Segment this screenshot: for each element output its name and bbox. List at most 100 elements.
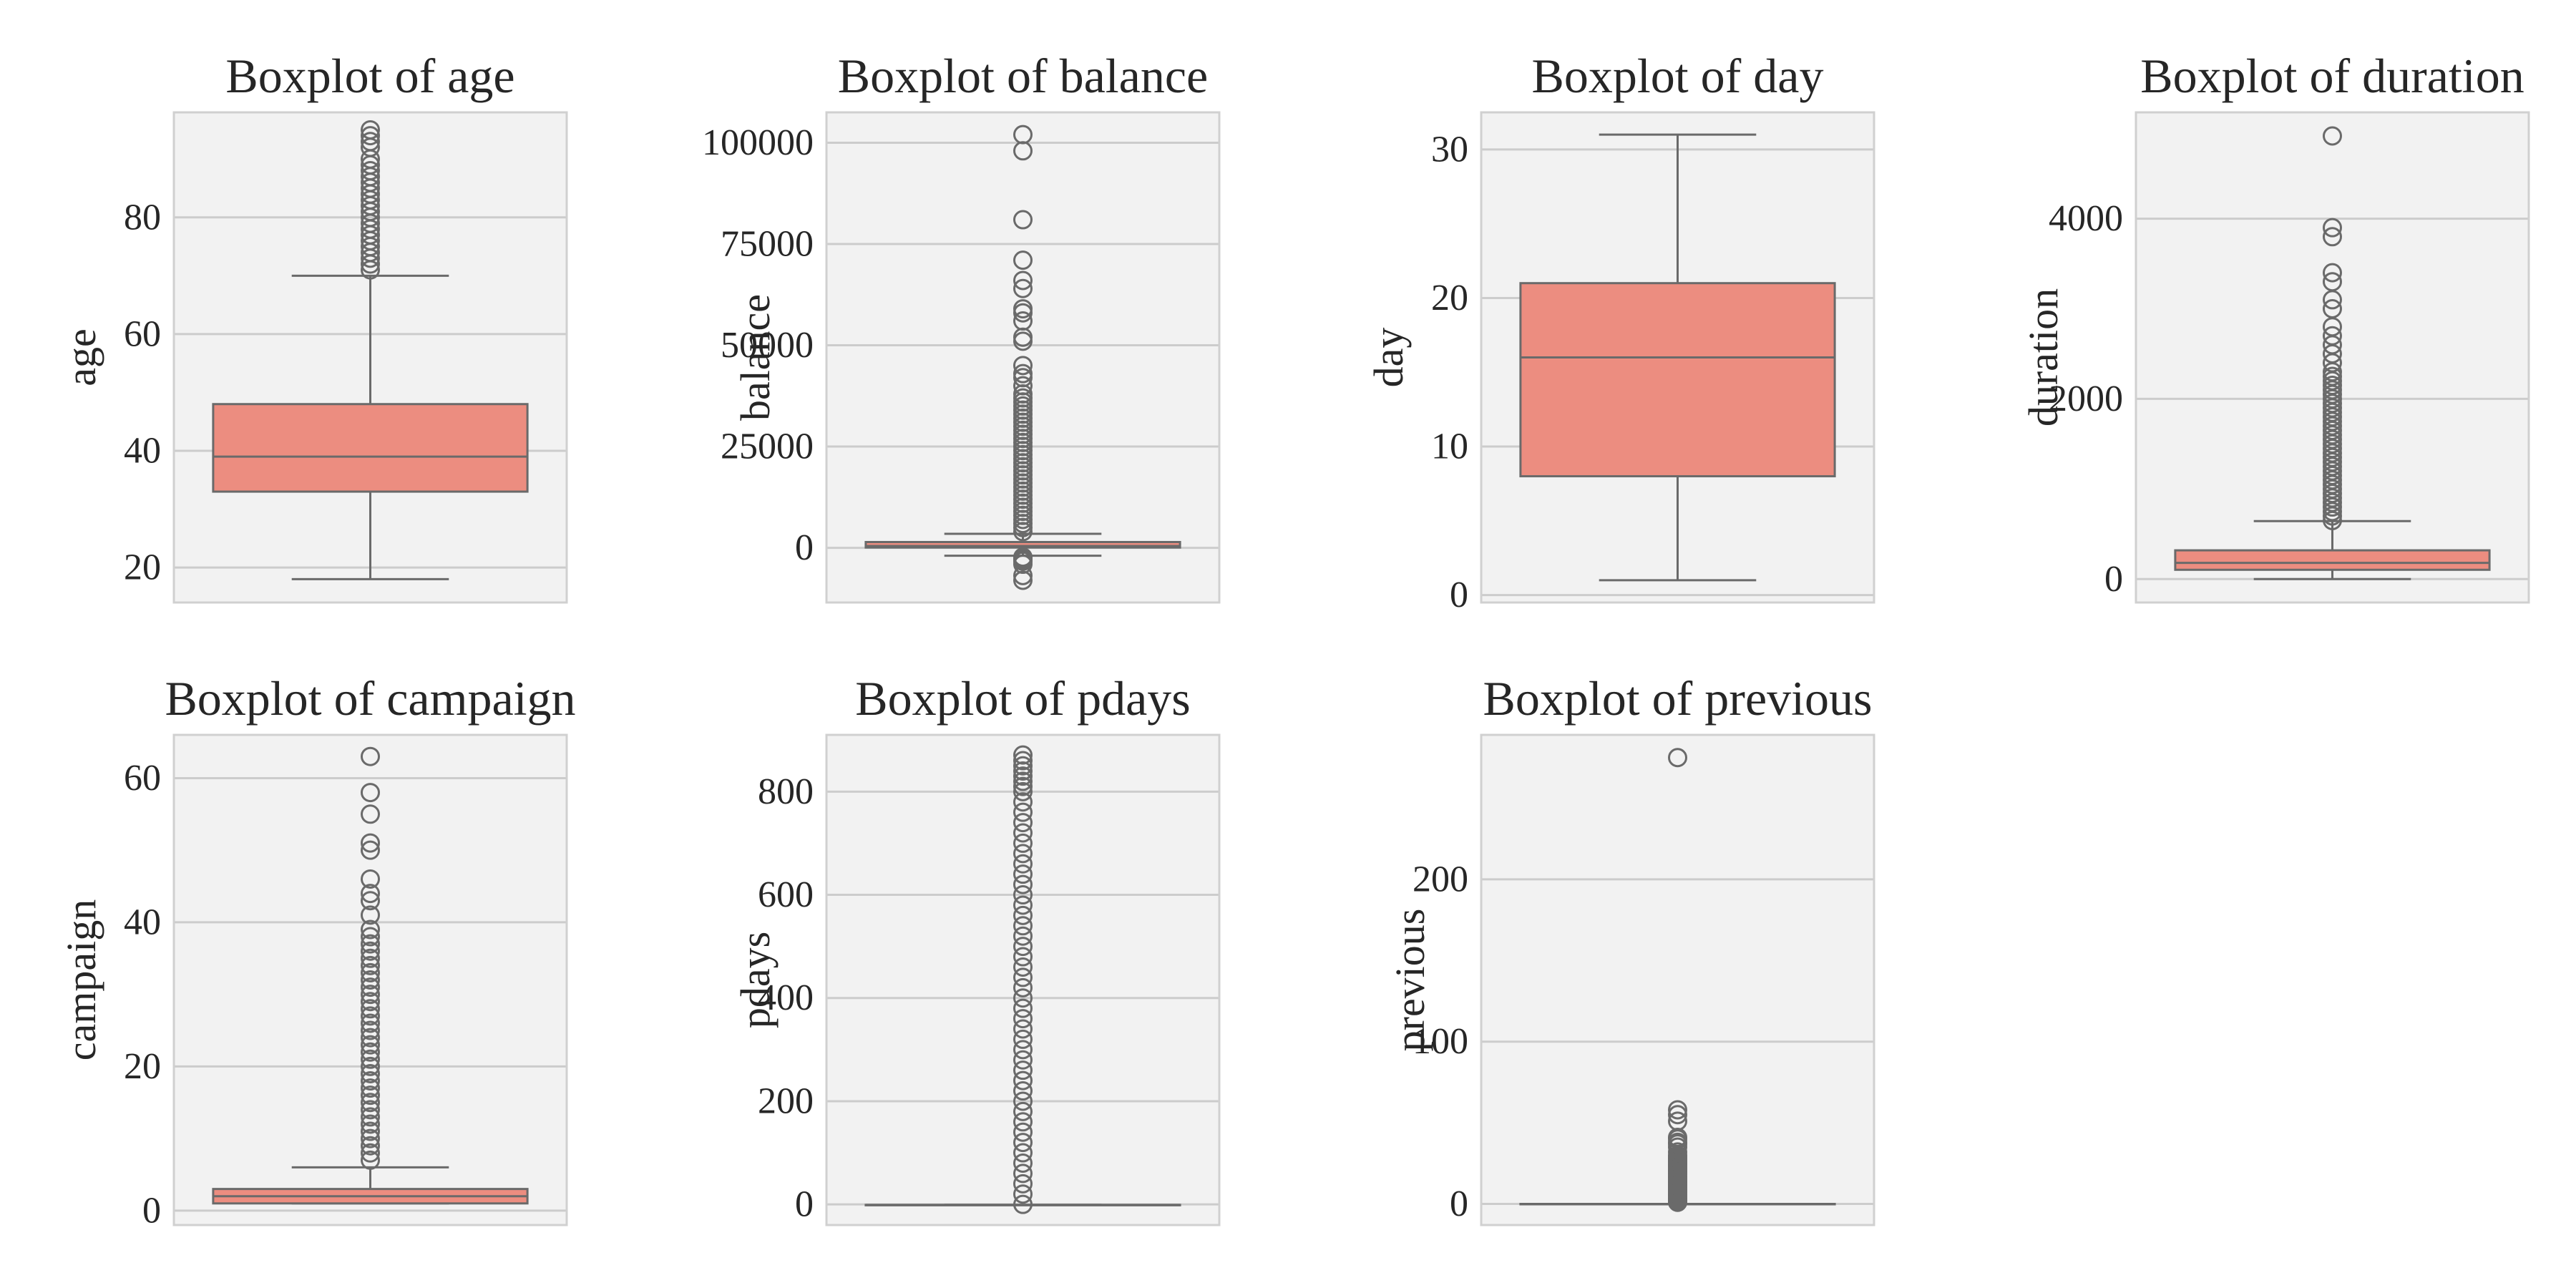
outlier-point — [1013, 1163, 1033, 1184]
outlier-point — [1013, 1081, 1033, 1101]
outlier-point — [1013, 885, 1033, 905]
outlier-point — [2323, 272, 2342, 292]
outlier-point — [361, 977, 380, 997]
outlier-point — [2323, 376, 2342, 396]
outlier-point — [361, 992, 380, 1012]
outlier-point — [361, 804, 380, 824]
y-tick-label: 0 — [795, 1184, 814, 1225]
outlier-point — [1013, 937, 1033, 957]
outlier-point — [361, 891, 380, 911]
outlier-point — [361, 1006, 380, 1026]
iqr-box — [2174, 549, 2491, 571]
outlier-point — [361, 783, 380, 803]
y-tick-label: 20 — [1431, 278, 1468, 318]
outlier-point — [361, 840, 380, 860]
panel-pdays: 0 200 400 600 800 Boxplot of pdays pdays — [732, 671, 1221, 1226]
plot-frame — [825, 733, 1221, 1226]
y-tick-label: 60 — [124, 758, 161, 799]
outlier-point — [361, 1056, 380, 1076]
y-axis-label: balance — [732, 294, 779, 421]
outlier-point — [1013, 1060, 1033, 1080]
outlier-point — [1013, 745, 1033, 765]
outlier-point — [1013, 376, 1033, 396]
outlier-point — [1013, 771, 1033, 791]
y-tick-label: 20 — [124, 547, 161, 588]
outlier-point — [1013, 299, 1033, 319]
plot-frame — [1480, 733, 1875, 1226]
y-tick-label: 0 — [1450, 1184, 1468, 1224]
outlier-point — [1013, 864, 1033, 884]
outlier-point — [361, 1085, 380, 1106]
plot-frame — [172, 111, 568, 604]
outlier-point — [361, 1121, 380, 1141]
outlier-point — [1013, 1040, 1033, 1060]
y-tick-label: 80 — [124, 197, 161, 238]
outlier-point — [1013, 1070, 1033, 1091]
y-axis-label: age — [58, 328, 104, 386]
outlier-point — [361, 999, 380, 1019]
y-tick-label: 40 — [124, 902, 161, 942]
y-tick-label: 0 — [795, 527, 814, 568]
outlier-point — [361, 132, 380, 152]
outlier-point — [1013, 1029, 1033, 1049]
outlier-point — [361, 1035, 380, 1055]
outlier-point — [1013, 364, 1033, 384]
outlier-point — [1013, 1009, 1033, 1029]
y-tick-label: 600 — [758, 874, 814, 915]
outlier-point — [1013, 998, 1033, 1018]
plot-frame — [825, 111, 1221, 604]
panel-title: Boxplot of age — [225, 49, 514, 103]
y-tick-label: 200 — [1413, 859, 1468, 899]
outlier-point — [361, 161, 380, 181]
outlier-point — [2323, 326, 2342, 346]
panel-title: Boxplot of day — [1532, 49, 1824, 103]
outlier-point — [361, 905, 380, 925]
y-tick-label: 100 — [1413, 1021, 1468, 1062]
outlier-point — [2323, 263, 2342, 283]
outlier-point — [1013, 756, 1033, 776]
outlier-point — [361, 833, 380, 853]
outlier-point — [361, 1128, 380, 1148]
y-tick-label: 25000 — [721, 426, 814, 467]
y-axis-label: previous — [1387, 909, 1433, 1052]
outlier-point — [1013, 125, 1033, 145]
panel-title: Boxplot of previous — [1483, 671, 1873, 726]
outlier-point — [1013, 547, 1033, 567]
outlier-point — [1013, 1112, 1033, 1132]
outlier-point — [361, 934, 380, 954]
outlier-point — [361, 1107, 380, 1127]
y-tick-label: 60 — [124, 313, 161, 354]
outlier-point — [361, 1150, 380, 1170]
outlier-point — [1013, 1019, 1033, 1039]
y-tick-label: 0 — [1450, 575, 1468, 615]
outlier-point — [1013, 1122, 1033, 1142]
y-axis-label: duration — [2020, 288, 2067, 426]
outlier-point — [1013, 570, 1033, 590]
y-tick-label: 20 — [124, 1046, 161, 1087]
y-tick-label: 30 — [1431, 129, 1468, 170]
y-axis-label: pdays — [732, 932, 779, 1028]
outlier-point — [361, 1013, 380, 1033]
outlier-point — [1013, 1101, 1033, 1121]
y-tick-label: 40 — [124, 430, 161, 471]
outlier-point — [361, 1020, 380, 1040]
outlier-point — [361, 1093, 380, 1113]
y-tick-label: 50000 — [721, 325, 814, 366]
outlier-point — [1013, 776, 1033, 796]
outlier-point — [1013, 926, 1033, 946]
outlier-point — [1013, 1194, 1033, 1214]
outlier-point — [361, 1078, 380, 1098]
outlier-point — [361, 1114, 380, 1134]
outlier-point — [2323, 299, 2342, 319]
plot-frame — [1480, 111, 1875, 604]
outlier-point — [1013, 1050, 1033, 1070]
outlier-point — [1013, 761, 1033, 781]
outlier-point — [1668, 1105, 1687, 1125]
outlier-point — [1013, 844, 1033, 864]
outlier-point — [361, 869, 380, 889]
y-tick-label: 0 — [2104, 559, 2123, 600]
outlier-point — [361, 1100, 380, 1120]
outlier-point — [1013, 250, 1033, 270]
